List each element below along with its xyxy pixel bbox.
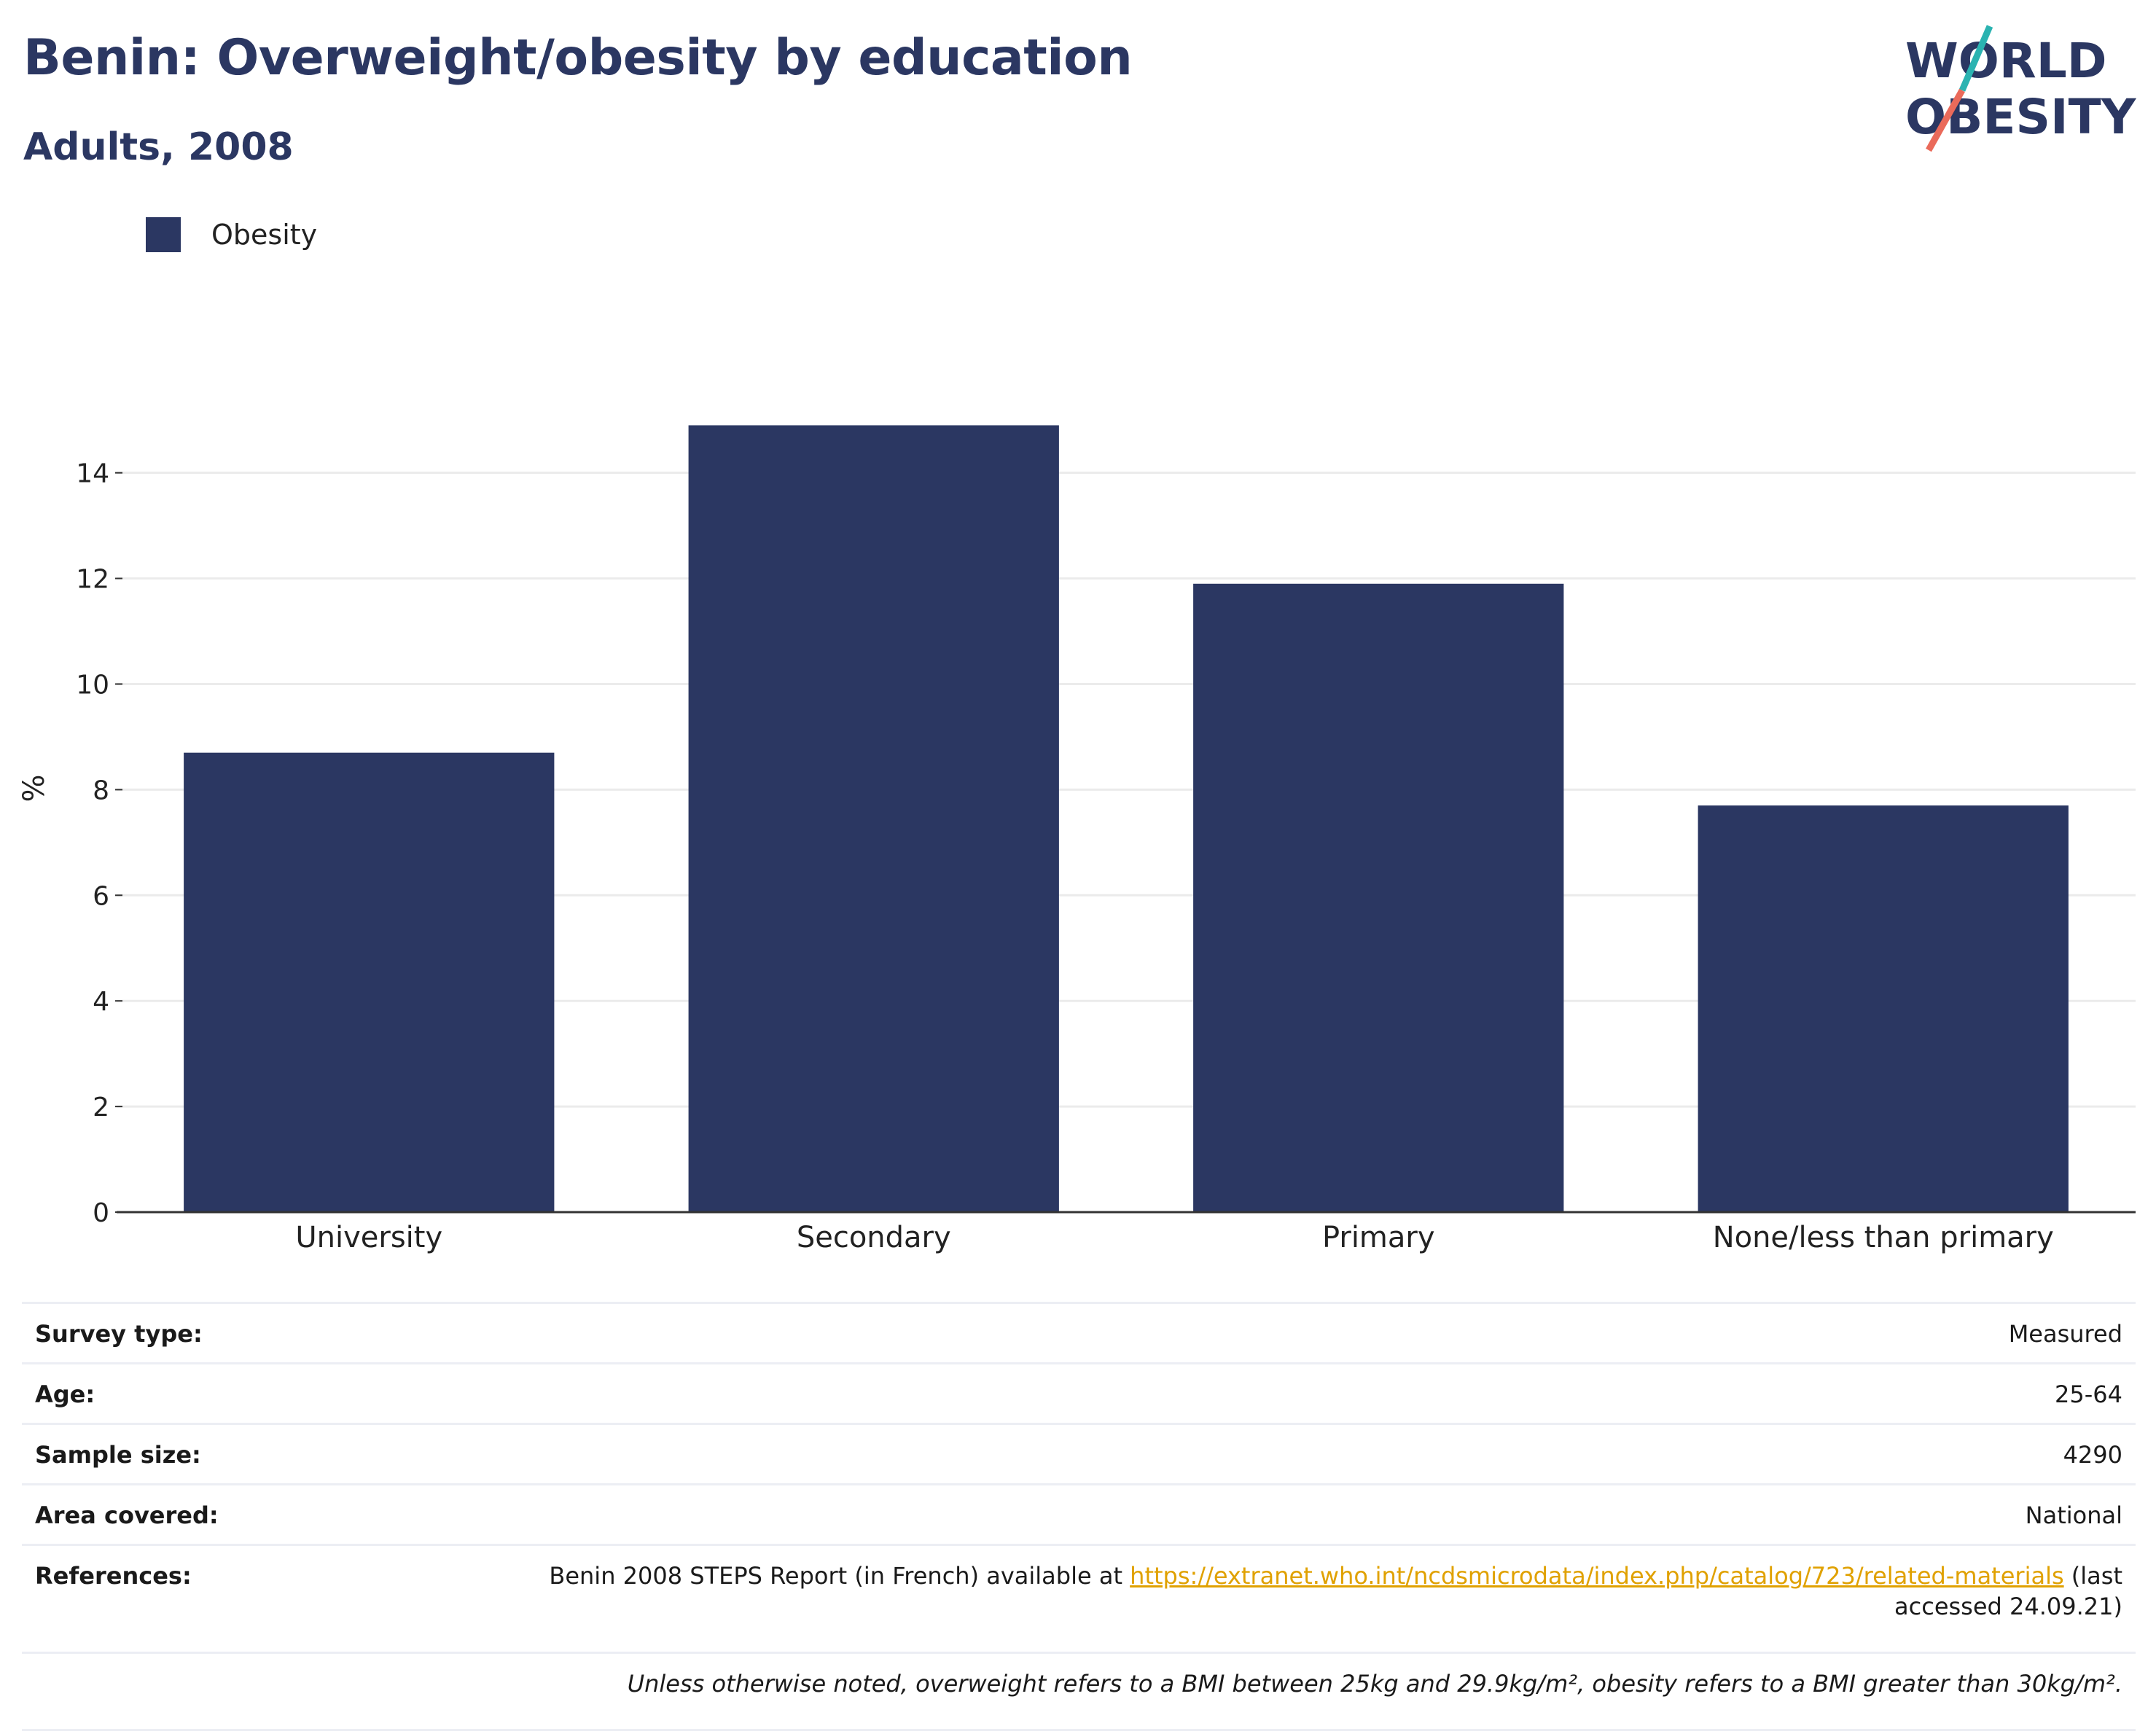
y-tick-label: 14 <box>76 459 109 489</box>
y-axis-ticks: 0 2 4 6 8 10 12 14 <box>76 459 122 1228</box>
chart-subtitle: Adults, 2008 <box>23 125 294 169</box>
x-category-label: None/less than primary <box>1713 1221 2054 1254</box>
logo-accent-teal <box>1958 25 1993 92</box>
logo-word-obesity: OBESITY <box>1905 89 2137 145</box>
info-row-area: Area covered: National <box>22 1483 2136 1545</box>
info-row-age: Age: 25-64 <box>22 1362 2136 1424</box>
y-tick-label: 8 <box>93 776 109 805</box>
info-row-note: Unless otherwise noted, overweight refer… <box>22 1652 2136 1731</box>
logo-accent-coral <box>1926 88 1965 152</box>
area-covered-label: Area covered: <box>22 1483 485 1545</box>
y-tick-label: 12 <box>76 565 109 595</box>
area-covered-value: National <box>485 1483 2136 1545</box>
world-obesity-logo: WORLD OBESITY <box>1905 25 2137 152</box>
legend-swatch-obesity <box>146 217 181 252</box>
references-label: References: <box>22 1544 485 1653</box>
bar-primary[interactable] <box>1193 583 1564 1212</box>
x-category-label: Primary <box>1322 1221 1435 1254</box>
references-prefix: Benin 2008 STEPS Report (in French) avai… <box>549 1562 1122 1590</box>
x-category-label: University <box>295 1221 442 1254</box>
logo-word-world: WORLD <box>1905 33 2107 89</box>
survey-type-label: Survey type: <box>22 1302 485 1364</box>
bar-secondary[interactable] <box>688 425 1059 1212</box>
sample-size-label: Sample size: <box>22 1423 485 1485</box>
info-row-sample-size: Sample size: 4290 <box>22 1423 2136 1485</box>
y-tick-label: 10 <box>76 670 109 700</box>
survey-info-table: Survey type: Measured Age: 25-64 Sample … <box>22 1302 2136 1731</box>
chart-title: Benin: Overweight/obesity by education <box>23 29 1133 87</box>
age-value: 25-64 <box>485 1362 2136 1424</box>
info-row-references: References: Benin 2008 STEPS Report (in … <box>22 1544 2136 1653</box>
bars <box>184 425 2069 1212</box>
y-axis-title: % <box>17 774 51 802</box>
age-label: Age: <box>22 1362 485 1424</box>
legend-label-obesity: Obesity <box>211 219 318 251</box>
bar-none-less-than-primary[interactable] <box>1698 805 2069 1212</box>
bar-chart: 0 2 4 6 8 10 12 14 University Secondary Primary No… <box>17 425 2136 1254</box>
references-suffix-1: (last <box>2071 1562 2122 1590</box>
bar-university[interactable] <box>184 752 555 1212</box>
y-tick-label: 2 <box>93 1093 109 1122</box>
x-category-label: Secondary <box>797 1221 951 1254</box>
definition-note: Unless otherwise noted, overweight refer… <box>22 1652 2136 1731</box>
references-link[interactable]: https://extranet.who.int/ncdsmicrodata/i… <box>1130 1562 2064 1590</box>
legend[interactable]: Obesity <box>146 217 317 252</box>
x-axis-labels: University Secondary Primary None/less than… <box>295 1221 2053 1254</box>
survey-type-value: Measured <box>485 1302 2136 1364</box>
sample-size-value: 4290 <box>485 1423 2136 1485</box>
y-tick-label: 0 <box>93 1198 109 1228</box>
y-tick-label: 6 <box>93 881 109 911</box>
info-row-survey-type: Survey type: Measured <box>22 1302 2136 1364</box>
y-tick-label: 4 <box>93 987 109 1017</box>
references-suffix-2: accessed 24.09.21) <box>1894 1593 2122 1620</box>
references-value: Benin 2008 STEPS Report (in French) avai… <box>485 1544 2136 1653</box>
